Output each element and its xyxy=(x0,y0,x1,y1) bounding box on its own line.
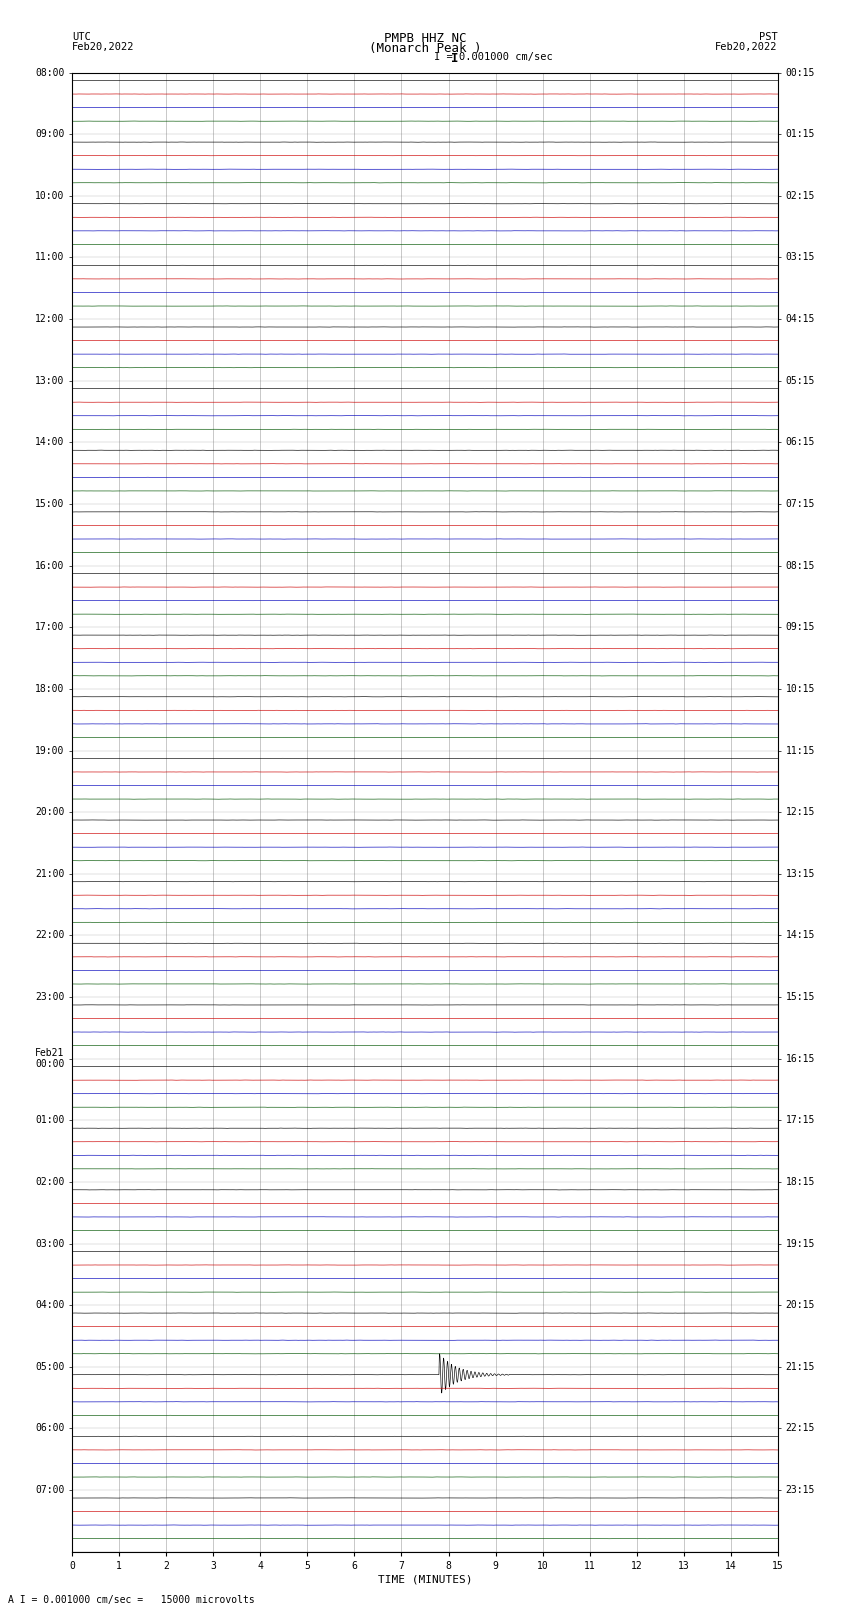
Text: Feb20,2022: Feb20,2022 xyxy=(72,42,135,52)
Text: I: I xyxy=(451,52,458,65)
Text: PST: PST xyxy=(759,32,778,42)
Text: Feb20,2022: Feb20,2022 xyxy=(715,42,778,52)
Text: PMPB HHZ NC: PMPB HHZ NC xyxy=(383,32,467,45)
Text: I = 0.001000 cm/sec: I = 0.001000 cm/sec xyxy=(434,52,552,61)
Text: UTC: UTC xyxy=(72,32,91,42)
Text: A I = 0.001000 cm/sec =   15000 microvolts: A I = 0.001000 cm/sec = 15000 microvolts xyxy=(8,1595,255,1605)
X-axis label: TIME (MINUTES): TIME (MINUTES) xyxy=(377,1574,473,1586)
Text: (Monarch Peak ): (Monarch Peak ) xyxy=(369,42,481,55)
